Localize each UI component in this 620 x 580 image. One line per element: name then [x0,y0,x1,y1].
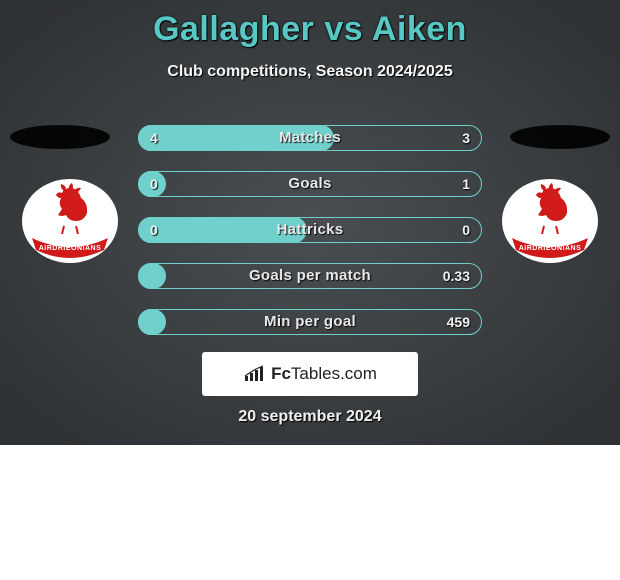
stat-label: Hattricks [138,217,482,243]
brand-text-bold: Fc [271,364,291,383]
stat-label: Matches [138,125,482,151]
page-subtitle: Club competitions, Season 2024/2025 [0,63,620,81]
footer-date: 20 september 2024 [0,408,620,426]
stat-value-right: 0 [462,217,470,243]
stat-label: Goals per match [138,263,482,289]
stats-panel: Gallagher vs Aiken Club competitions, Se… [0,0,620,445]
stat-row-goals: 0 Goals 1 [138,171,482,197]
brand-badge: FcTables.com [202,352,418,396]
stat-row-min-per-goal: Min per goal 459 [138,309,482,335]
svg-text:AIRDRIEONIANS: AIRDRIEONIANS [519,245,582,252]
player-shadow-right [510,125,610,149]
club-crest-left: AFC AIRDRIEONIANS [20,178,120,264]
stat-label: Min per goal [138,309,482,335]
stat-row-hattricks: 0 Hattricks 0 [138,217,482,243]
stat-rows: 4 Matches 3 0 Goals 1 0 Hattricks 0 Goal… [138,125,482,355]
stat-value-right: 3 [462,125,470,151]
stat-value-right: 1 [462,171,470,197]
page-title: Gallagher vs Aiken [0,0,620,49]
stat-row-matches: 4 Matches 3 [138,125,482,151]
stat-value-right: 0.33 [443,263,470,289]
brand-chart-icon [243,365,265,383]
brand-text: FcTables.com [271,364,377,384]
svg-text:AIRDRIEONIANS: AIRDRIEONIANS [39,245,102,252]
brand-text-rest: Tables.com [291,364,377,383]
stat-row-goals-per-match: Goals per match 0.33 [138,263,482,289]
stat-label: Goals [138,171,482,197]
player-shadow-left [10,125,110,149]
club-crest-right: AFC AIRDRIEONIANS [500,178,600,264]
svg-text:AFC: AFC [62,204,79,213]
svg-text:AFC: AFC [542,204,559,213]
stat-value-right: 459 [447,309,470,335]
